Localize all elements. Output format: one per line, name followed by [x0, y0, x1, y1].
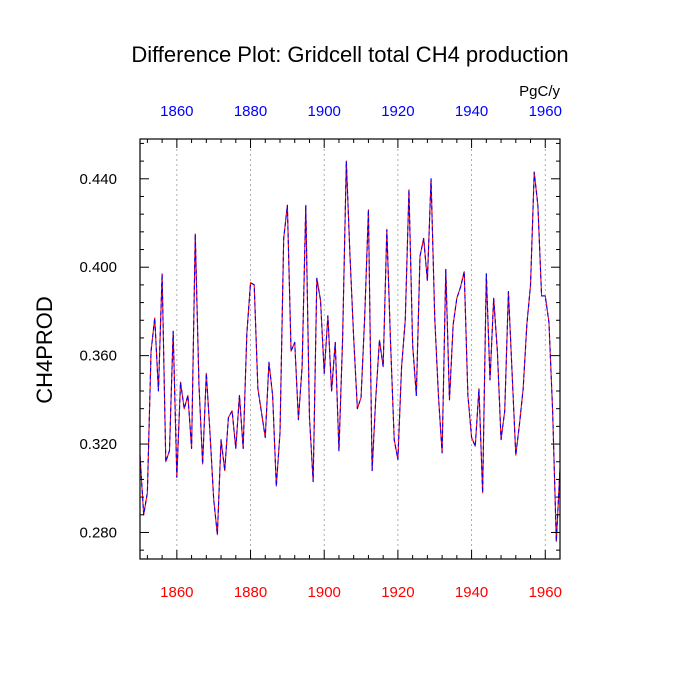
tick-layer — [140, 139, 561, 559]
series-line-2 — [139, 160, 561, 542]
y-tick-label: 0.400 — [79, 259, 117, 276]
units-label: PgC/y — [519, 83, 560, 100]
x-tick-label-bottom: 1880 — [234, 584, 267, 601]
chart-title: Difference Plot: Gridcell total CH4 prod… — [131, 42, 568, 67]
series-line-1 — [139, 160, 561, 542]
x-tick-label-top: 1960 — [529, 103, 562, 120]
x-tick-label-top: 1860 — [160, 103, 193, 120]
label-layer: 1860 1860 1880 1880 1900 1900 1920 1920 1940 1940… — [79, 103, 561, 601]
x-tick-label-top: 1880 — [234, 103, 267, 120]
series-layer — [139, 160, 561, 542]
x-tick-label-bottom: 1920 — [381, 584, 414, 601]
x-tick-label-top: 1940 — [455, 103, 488, 120]
x-tick-label-bottom: 1940 — [455, 584, 488, 601]
x-tick-label-bottom: 1860 — [160, 584, 193, 601]
grid-layer — [176, 139, 546, 559]
y-tick-label: 0.440 — [79, 171, 117, 188]
x-tick-label-top: 1920 — [381, 103, 414, 120]
x-tick-label-bottom: 1960 — [529, 584, 562, 601]
y-tick-label: 0.320 — [79, 436, 117, 453]
x-tick-label-bottom: 1900 — [308, 584, 341, 601]
x-tick-label-top: 1900 — [308, 103, 341, 120]
y-axis-title: CH4PROD — [32, 296, 57, 404]
y-tick-label: 0.360 — [79, 348, 117, 365]
plot-frame — [139, 138, 561, 560]
y-tick-label: 0.280 — [79, 524, 117, 541]
